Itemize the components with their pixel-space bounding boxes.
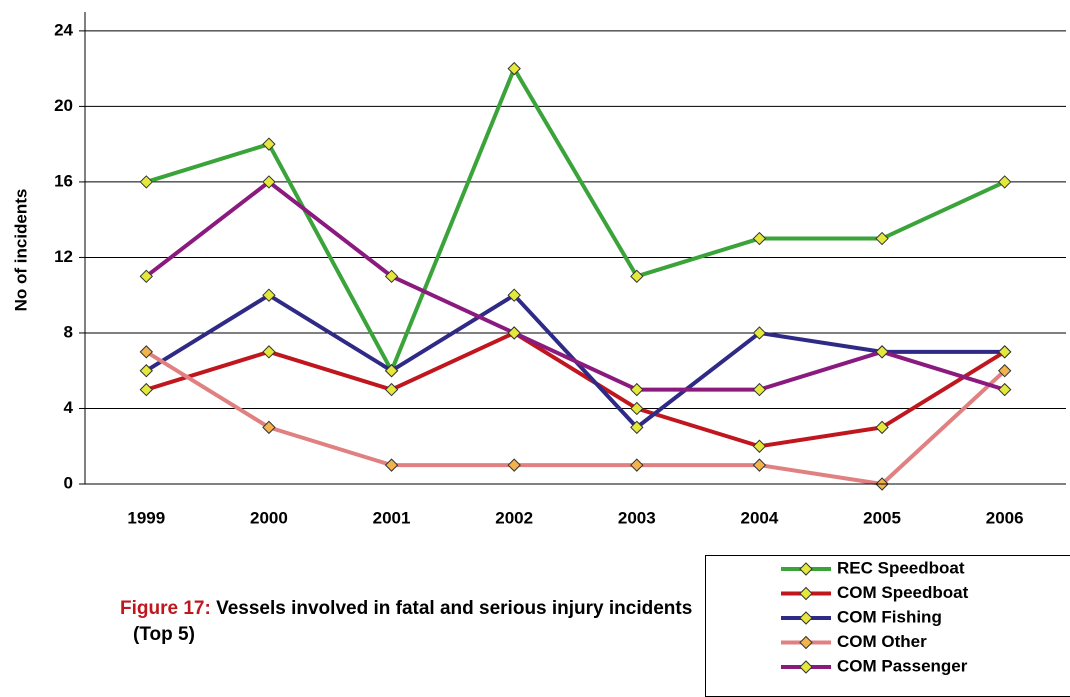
data-point [262, 137, 276, 151]
data-point [630, 401, 644, 416]
data-point [630, 420, 644, 435]
y-tick-label: 8 [64, 322, 73, 341]
legend-svg: REC Speedboat COM Speedboat COM Fishing COM… [781, 558, 969, 675]
data-point [384, 458, 399, 472]
data-point [630, 269, 644, 284]
data-point [752, 458, 767, 472]
data-point [139, 269, 154, 284]
data-point [507, 458, 521, 472]
legend-marker [799, 660, 813, 674]
y-tick-label: 0 [64, 473, 73, 492]
data-point [262, 175, 276, 189]
legend-label: COM Other [837, 632, 927, 651]
y-tick-label: 16 [54, 171, 73, 190]
data-point [997, 364, 1012, 378]
legend-label: COM Fishing [837, 607, 942, 626]
data-point [997, 382, 1012, 397]
series-line [145, 179, 1006, 392]
x-tick-label: 2006 [986, 508, 1024, 527]
figure-caption: Vessels involved in fatal and serious in… [133, 598, 693, 645]
y-tick-label: 24 [54, 20, 73, 39]
x-tick-label: 2005 [863, 508, 901, 527]
series-line [145, 330, 1006, 449]
x-tick-label: 2002 [495, 508, 533, 527]
y-tick-label: 20 [54, 96, 73, 115]
data-point [139, 345, 154, 359]
series-line [145, 66, 1006, 373]
data-point [262, 288, 276, 302]
x-tick-label: 2003 [618, 508, 656, 527]
data-point [384, 364, 399, 378]
data-point [875, 231, 889, 246]
figure-label: Figure 17: [120, 598, 211, 619]
data-point [875, 420, 889, 435]
data-point [507, 61, 521, 76]
caption: Figure 17: Vessels involved in fatal and… [120, 596, 693, 648]
data-point [507, 288, 521, 302]
y-tick-label: 4 [64, 398, 74, 417]
data-point [384, 382, 399, 397]
legend-label: COM Speedboat [837, 583, 969, 602]
data-point [752, 439, 767, 453]
series-line [145, 350, 1007, 486]
x-tick-label: 2001 [373, 508, 411, 527]
legend-label: REC Speedboat [837, 558, 965, 577]
data-point [752, 326, 767, 340]
y-tick-label: 12 [54, 247, 73, 266]
data-point [139, 175, 154, 189]
data-point [384, 269, 399, 284]
data-point [997, 175, 1012, 189]
data-point [262, 420, 276, 435]
legend-label: COM Passenger [837, 656, 968, 675]
legend-marker [799, 562, 813, 576]
data-point [630, 382, 644, 397]
legend: REC Speedboat COM Speedboat COM Fishing COM… [705, 555, 1070, 697]
data-point [875, 345, 889, 359]
data-point [630, 458, 644, 472]
data-point [139, 364, 154, 378]
legend-marker [799, 586, 813, 601]
data-point [997, 345, 1012, 359]
x-tick-label: 2004 [741, 508, 779, 527]
data-point [139, 382, 154, 397]
legend-marker [799, 635, 813, 650]
data-point [262, 345, 276, 359]
legend-marker [799, 611, 813, 625]
x-tick-label: 1999 [127, 508, 165, 527]
data-point [752, 382, 767, 397]
data-point [507, 326, 521, 340]
y-axis-label: No of incidents [11, 189, 30, 312]
data-point [752, 231, 767, 246]
x-tick-label: 2000 [250, 508, 288, 527]
